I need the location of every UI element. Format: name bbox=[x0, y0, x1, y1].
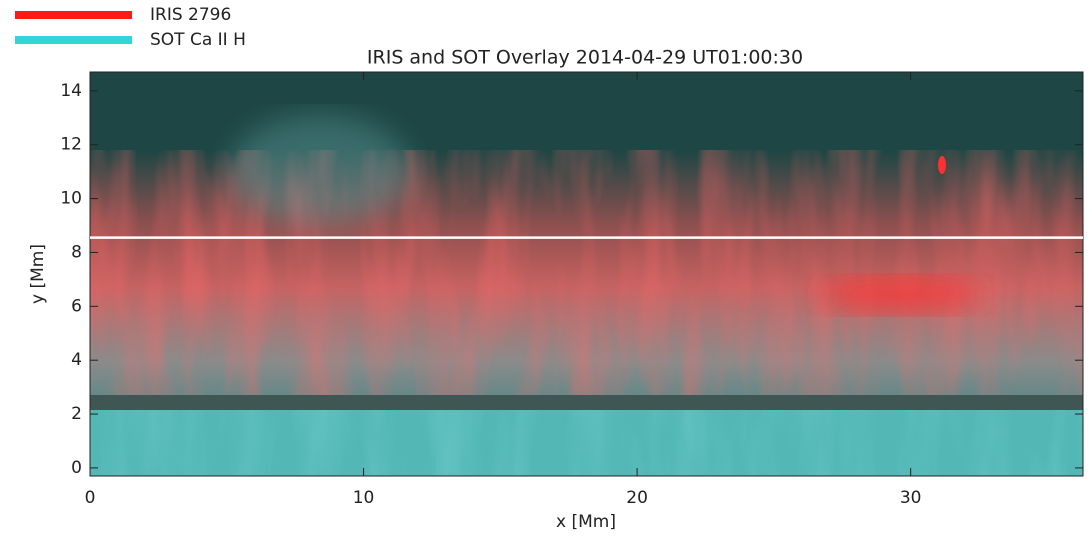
x-tick-label: 0 bbox=[85, 488, 96, 508]
legend-label: SOT Ca II H bbox=[150, 30, 246, 50]
y-axis-label: y [Mm] bbox=[28, 244, 48, 304]
x-axis-label: x [Mm] bbox=[556, 512, 616, 532]
x-tick-label: 10 bbox=[353, 488, 375, 508]
chart-title: IRIS and SOT Overlay 2014-04-29 UT01:00:… bbox=[367, 47, 803, 69]
plot-frame bbox=[89, 71, 1084, 477]
y-tick-label: 12 bbox=[60, 135, 82, 155]
y-tick-label: 14 bbox=[60, 81, 82, 101]
y-tick-label: 4 bbox=[71, 350, 82, 370]
y-tick-label: 0 bbox=[71, 458, 82, 478]
overlay-image bbox=[90, 72, 1083, 476]
y-tick-label: 2 bbox=[71, 404, 82, 424]
x-tick-label: 30 bbox=[900, 488, 922, 508]
y-tick-label: 10 bbox=[60, 189, 82, 209]
y-tick-label: 8 bbox=[71, 242, 82, 262]
x-tick-label: 20 bbox=[626, 488, 648, 508]
legend-label: IRIS 2796 bbox=[150, 5, 231, 25]
y-tick-label: 6 bbox=[71, 296, 82, 316]
